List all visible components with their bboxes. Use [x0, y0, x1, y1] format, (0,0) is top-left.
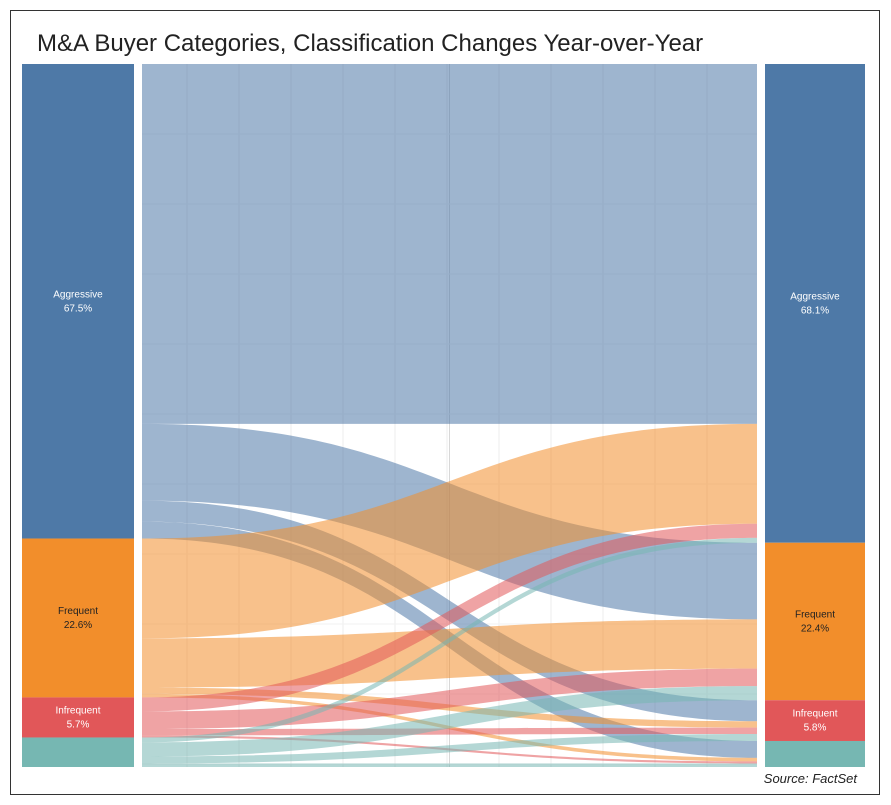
flow-infrequent-to-frequent — [142, 668, 757, 730]
left-bar-aggressive — [22, 64, 134, 539]
category-labels: Aggressive 67.5% Aggressive 68.1% Frequent 22… — [53, 289, 840, 733]
right-bar-unlabeled — [765, 740, 865, 767]
left-bar-unlabeled — [22, 737, 134, 767]
flow-ribbons — [142, 64, 757, 767]
right-value-aggressive: 68.1% — [801, 305, 829, 316]
right-label-frequent: Frequent — [795, 609, 835, 620]
source-note: Source: FactSet — [763, 771, 857, 786]
flow-unlabeled-to-aggressive — [142, 537, 757, 743]
left-value-aggressive: 67.5% — [64, 303, 92, 314]
right-label-infrequent: Infrequent — [792, 709, 837, 720]
right-bar-aggressive — [765, 64, 865, 543]
right-bar-infrequent — [765, 700, 865, 741]
category-bars — [22, 64, 865, 767]
flow-frequent-to-frequent — [142, 619, 757, 688]
left-bar-frequent — [22, 538, 134, 698]
left-bar-infrequent — [22, 697, 134, 738]
flow-unlabeled-to-infrequent — [142, 733, 757, 764]
flow-unlabeled-to-frequent — [142, 686, 757, 757]
flow-infrequent-to-infrequent — [142, 727, 757, 736]
flow-frequent-to-aggressive — [142, 423, 757, 639]
chart-title: M&A Buyer Categories, Classification Cha… — [37, 30, 704, 57]
right-value-infrequent: 5.8% — [804, 723, 827, 734]
right-bar-frequent — [765, 542, 865, 701]
left-label-frequent: Frequent — [58, 606, 98, 617]
left-label-infrequent: Infrequent — [55, 705, 100, 716]
right-label-aggressive: Aggressive — [790, 291, 840, 302]
left-value-frequent: 22.6% — [64, 620, 92, 631]
flow-infrequent-to-aggressive — [142, 523, 757, 712]
left-label-aggressive: Aggressive — [53, 289, 103, 300]
flow-aggressive-to-aggressive — [142, 64, 757, 424]
left-value-infrequent: 5.7% — [67, 719, 90, 730]
right-value-frequent: 22.4% — [801, 623, 829, 634]
flow-unlabeled-to-unlabeled — [142, 763, 757, 767]
